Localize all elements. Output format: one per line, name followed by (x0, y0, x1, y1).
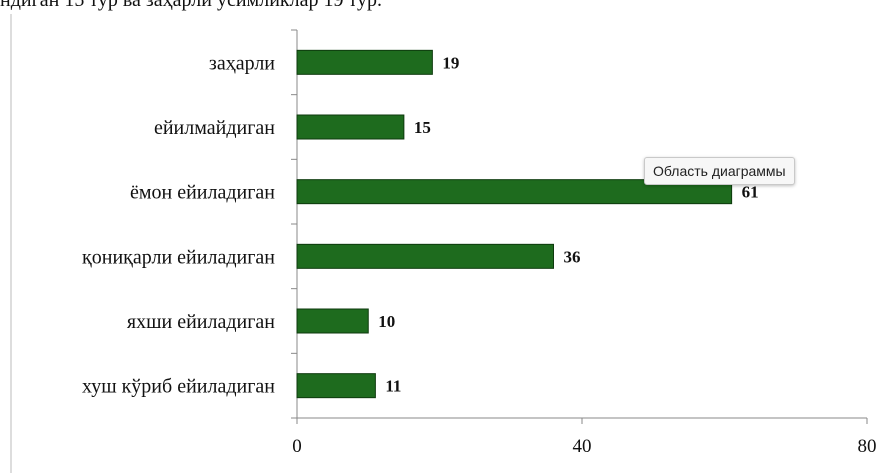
chart-bars (296, 49, 733, 399)
data-label: 10 (378, 312, 395, 331)
category-label: яхши ейиладиган (127, 311, 275, 333)
bar[interactable] (296, 49, 433, 75)
tick-label: 0 (292, 436, 302, 457)
bar[interactable] (296, 308, 369, 334)
data-label: 61 (742, 183, 759, 202)
chart-labels: 0 40 80 заҳарли 19 ейилмайдиган 15 ёмон ейилади… (82, 52, 877, 457)
data-label: 19 (442, 53, 459, 72)
category-label: заҳарли (209, 52, 275, 74)
bar[interactable] (296, 243, 554, 269)
category-label: хуш кўриб ейиладиган (82, 376, 275, 398)
tick-label: 40 (573, 436, 592, 457)
chart-axes (10, 14, 868, 473)
header-text: ндиган 15 тур ва заҳарли ўсимликлар 19 т… (0, 0, 382, 11)
bar[interactable] (296, 114, 405, 140)
category-label: ёмон ейиладиган (130, 182, 275, 204)
category-label: ейилмайдиган (154, 117, 275, 139)
data-label: 36 (564, 247, 581, 266)
bar[interactable] (296, 373, 376, 399)
data-label: 15 (414, 118, 431, 137)
category-label: қониқарли ейиладиган (82, 246, 275, 268)
tick-label: 80 (858, 436, 877, 457)
data-label: 11 (385, 377, 401, 396)
chart-area-tooltip: Область диаграммы (644, 157, 795, 185)
